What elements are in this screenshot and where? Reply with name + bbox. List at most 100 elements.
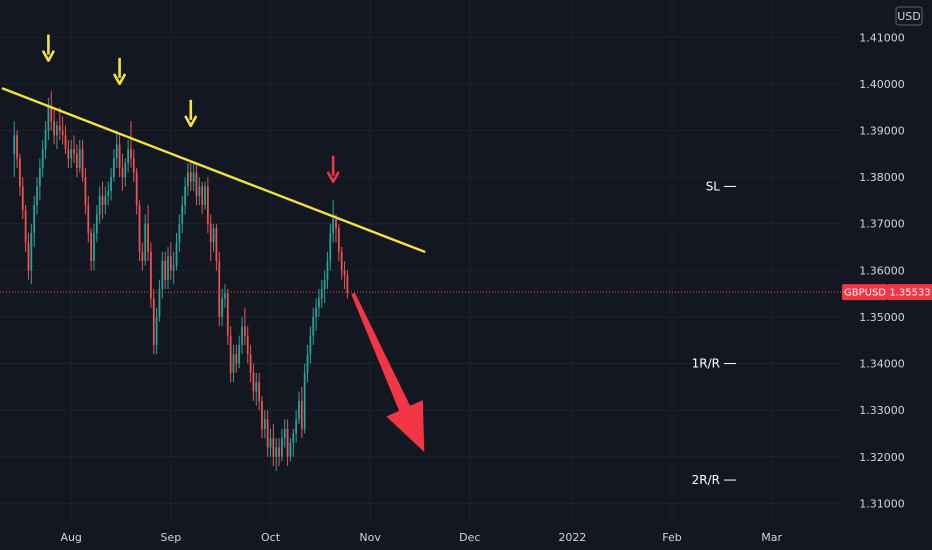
candle-88 bbox=[263, 410, 266, 439]
candle-114 bbox=[337, 223, 340, 261]
candle-body bbox=[281, 438, 283, 457]
candle-61 bbox=[187, 163, 189, 196]
candle-48 bbox=[150, 242, 152, 308]
candle-body bbox=[144, 223, 147, 261]
candle-body bbox=[206, 186, 209, 224]
candle-body bbox=[315, 307, 317, 317]
candle-0 bbox=[13, 121, 16, 178]
candle-74 bbox=[224, 284, 226, 308]
candle-body bbox=[332, 219, 335, 234]
candle-body bbox=[298, 400, 300, 420]
candle-110 bbox=[326, 251, 329, 289]
candle-14 bbox=[53, 107, 55, 145]
candle-body bbox=[241, 326, 243, 345]
candle-body bbox=[212, 228, 215, 243]
candle-body bbox=[50, 107, 53, 122]
candle-31 bbox=[101, 181, 104, 220]
candle-body bbox=[70, 149, 73, 159]
time-axis[interactable]: Aug Sep Oct Nov Dec 2022 Feb Mar bbox=[60, 531, 782, 544]
candle-89 bbox=[266, 410, 269, 457]
candle-16 bbox=[58, 107, 61, 140]
red-down-arrow-head bbox=[326, 171, 340, 184]
candle-100 bbox=[298, 391, 300, 425]
candle-body bbox=[127, 149, 130, 164]
candle-56 bbox=[172, 251, 175, 285]
candle-112 bbox=[332, 200, 335, 243]
y-tick-label-9: 1.32000 bbox=[859, 451, 905, 464]
candle-body bbox=[255, 382, 258, 392]
candle-32 bbox=[104, 186, 107, 215]
candle-117 bbox=[346, 270, 349, 299]
candle-body bbox=[169, 256, 172, 271]
candle-28 bbox=[93, 223, 95, 271]
red-down-arrow bbox=[326, 155, 340, 184]
candle-37 bbox=[118, 135, 121, 178]
candle-body bbox=[235, 354, 238, 364]
candle-body bbox=[243, 326, 246, 336]
candle-body bbox=[118, 144, 121, 168]
candle-body bbox=[110, 177, 112, 192]
candle-104 bbox=[309, 326, 312, 364]
candle-90 bbox=[269, 428, 272, 457]
candle-8 bbox=[36, 177, 38, 215]
y-tick-label-5: 1.36000 bbox=[859, 264, 905, 277]
candle-95 bbox=[283, 419, 286, 448]
candle-85 bbox=[255, 372, 258, 406]
candle-99 bbox=[295, 410, 298, 443]
candle-body bbox=[101, 195, 104, 206]
candle-body bbox=[329, 233, 332, 261]
candle-96 bbox=[286, 419, 289, 467]
candle-body bbox=[130, 149, 132, 159]
candle-44 bbox=[138, 200, 141, 261]
candle-101 bbox=[300, 386, 303, 439]
trendline-layer[interactable] bbox=[1, 87, 426, 253]
candle-86 bbox=[258, 372, 261, 411]
candle-body bbox=[152, 298, 155, 345]
candle-body bbox=[192, 172, 195, 182]
candle-38 bbox=[121, 153, 124, 192]
candle-body bbox=[178, 223, 181, 243]
candle-body bbox=[283, 428, 286, 439]
candle-102 bbox=[303, 363, 306, 434]
candle-72 bbox=[218, 251, 221, 327]
candle-body bbox=[326, 261, 329, 280]
level-2r-r-label: 2R/R bbox=[692, 473, 720, 487]
candle-76 bbox=[229, 326, 232, 383]
candle-69 bbox=[209, 214, 212, 261]
candle-20 bbox=[70, 139, 73, 168]
candle-97 bbox=[289, 438, 292, 462]
candle-6 bbox=[30, 223, 33, 285]
x-tick-label-0: Aug bbox=[60, 531, 81, 544]
x-tick-label-6: Feb bbox=[662, 531, 681, 544]
candle-35 bbox=[113, 149, 115, 182]
candle-body bbox=[238, 344, 241, 364]
candle-105 bbox=[312, 307, 315, 345]
currency-badge: USD bbox=[895, 6, 923, 26]
candle-12 bbox=[47, 97, 50, 140]
candle-59 bbox=[181, 195, 184, 234]
candle-body bbox=[289, 442, 292, 457]
candle-65 bbox=[198, 177, 201, 206]
candle-23 bbox=[78, 139, 81, 173]
candle-body bbox=[318, 298, 320, 308]
candle-body bbox=[266, 419, 269, 448]
candle-body bbox=[38, 167, 41, 187]
candle-body bbox=[73, 149, 75, 154]
candle-115 bbox=[340, 247, 343, 280]
candle-body bbox=[269, 438, 272, 448]
candle-body bbox=[161, 261, 164, 289]
price-axis[interactable]: 1.41000 1.40000 1.39000 1.38000 1.37000 1.360… bbox=[859, 31, 905, 510]
candle-34 bbox=[110, 167, 112, 201]
candle-29 bbox=[95, 205, 98, 243]
candle-body bbox=[263, 419, 266, 429]
x-tick-label-5: 2022 bbox=[558, 531, 586, 544]
candle-body bbox=[124, 163, 127, 178]
candle-body bbox=[33, 205, 36, 234]
candle-1 bbox=[16, 130, 18, 168]
candle-body bbox=[150, 251, 152, 299]
candle-116 bbox=[343, 261, 346, 289]
yellow-down-arrow-1-head bbox=[113, 73, 126, 86]
y-tick-label-8: 1.33000 bbox=[859, 404, 905, 417]
